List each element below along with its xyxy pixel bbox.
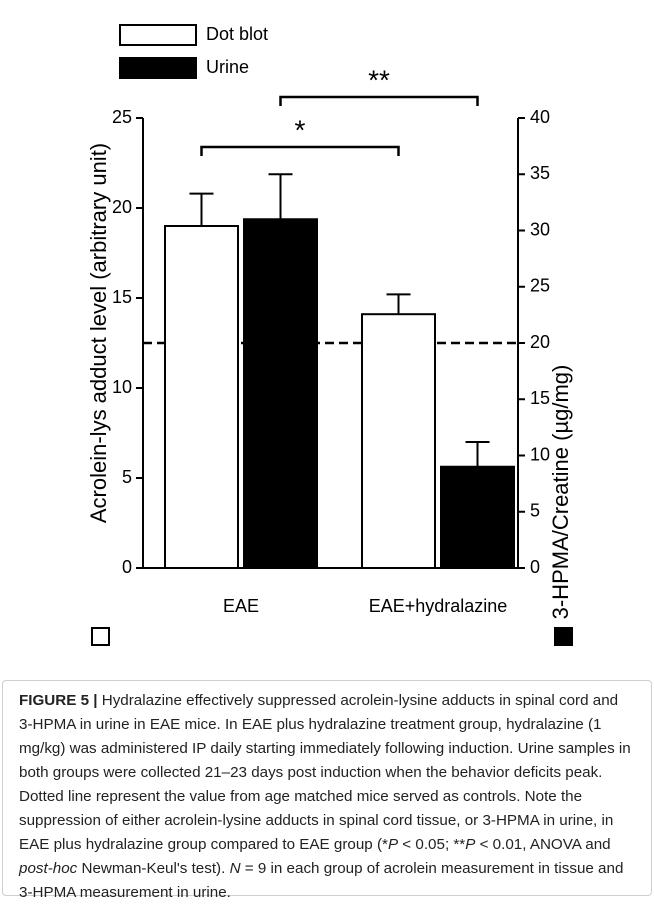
legend-swatch [119, 24, 197, 46]
caption-text: post-hoc [19, 860, 78, 877]
y2-tick-label: 35 [530, 163, 550, 183]
caption-text: Hydralazine effectively suppressed acrol… [19, 692, 631, 853]
y-tick-label: 15 [112, 287, 132, 307]
figure-caption: FIGURE 5 | Hydralazine effectively suppr… [2, 680, 652, 901]
y-axis-key [91, 627, 110, 646]
caption-text: P [465, 836, 476, 853]
significance-bracket [200, 145, 400, 156]
y-tick-label: 10 [112, 377, 132, 397]
caption-label: FIGURE 5 | [19, 692, 98, 709]
y2-tick-label: 15 [530, 388, 550, 408]
bar [440, 465, 515, 569]
y2-tick-label: 40 [530, 107, 550, 127]
y2-axis-key [554, 627, 573, 646]
caption-text: N [229, 860, 241, 877]
y2-axis-label: 3-HPMA/Creatine (µg/mg) [548, 365, 573, 620]
significance-label: * [295, 114, 306, 145]
bar [361, 313, 436, 570]
y-axis-label: Acrolein-lys adduct level (arbitrary uni… [86, 143, 111, 523]
significance-bracket [279, 95, 479, 106]
y-tick-label: 5 [122, 467, 132, 487]
legend-swatch [119, 57, 197, 79]
y-tick-label: 0 [122, 557, 132, 577]
y2-tick-label: 10 [530, 444, 550, 464]
legend-label: Urine [206, 57, 249, 77]
y2-tick-label: 0 [530, 557, 540, 577]
significance-label: ** [368, 64, 390, 95]
caption-text: < 0.05; ** [398, 836, 466, 853]
y2-tick-label: 5 [530, 501, 540, 521]
caption-text: < 0.01, ANOVA and [475, 836, 611, 853]
chart: 0 5 10 15 20 25 0 5 10 15 20 25 30 35 40 Acrolein-lys a… [86, 24, 573, 646]
x-tick-label: EAE+hydralazine [369, 596, 508, 616]
bar [164, 225, 239, 569]
y-tick-label: 25 [112, 107, 132, 127]
caption-text: Newman-Keul's test). [77, 860, 230, 877]
y-tick-label: 20 [112, 197, 132, 217]
x-tick-label: EAE [223, 596, 259, 616]
y2-tick-label: 25 [530, 276, 550, 296]
y2-tick-label: 20 [530, 332, 550, 352]
bar [243, 218, 318, 569]
y2-tick-label: 30 [530, 219, 550, 239]
legend-label: Dot blot [206, 24, 268, 44]
caption-text: P [387, 836, 399, 853]
